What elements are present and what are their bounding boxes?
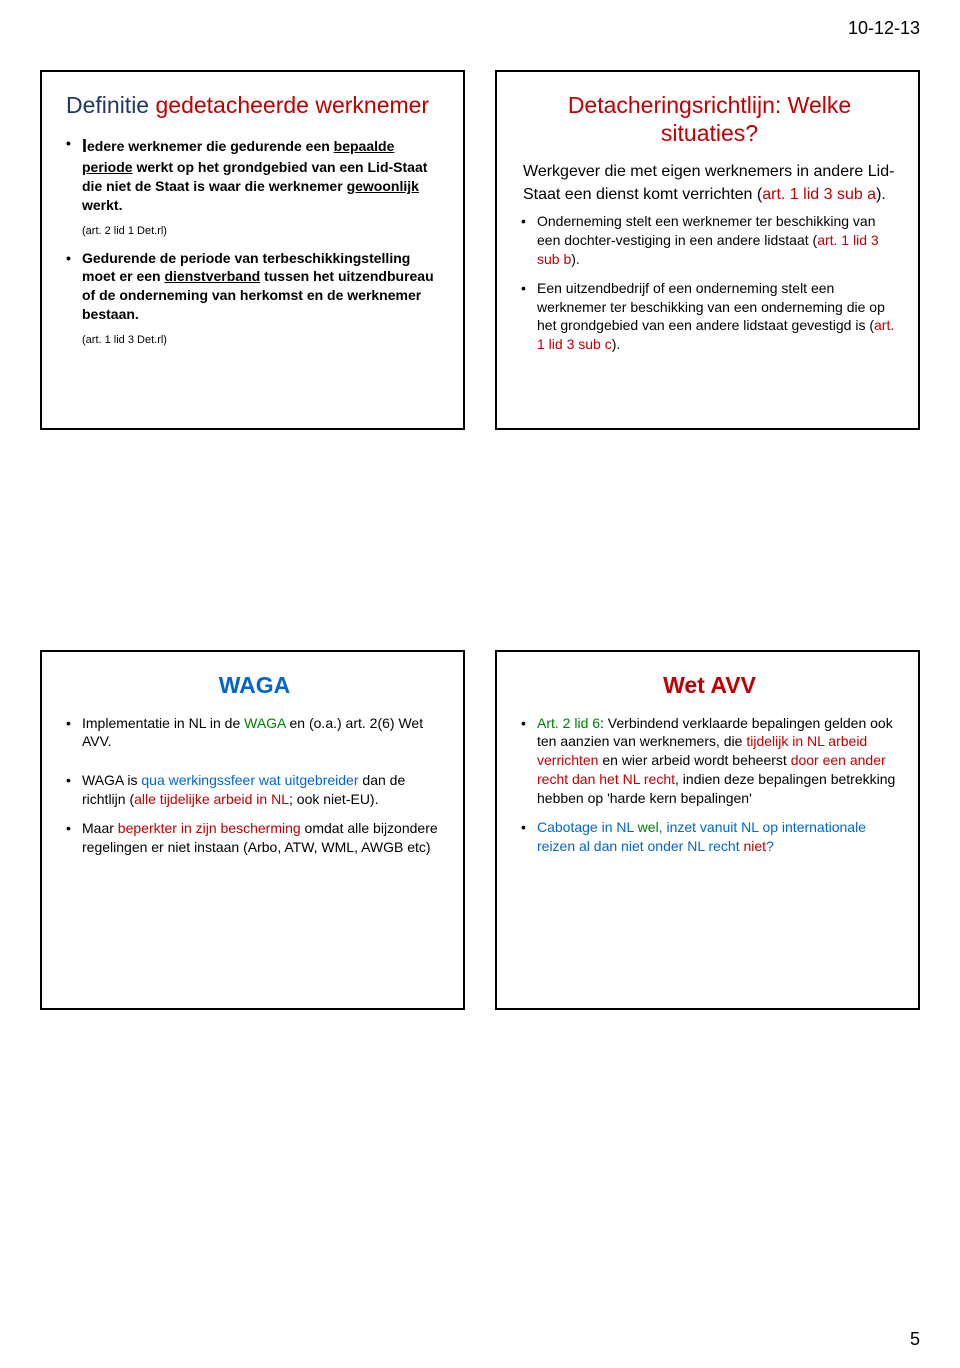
slide3-bullet1: Implementatie in NL in de WAGA en (o.a.)… (66, 714, 443, 752)
slide1-bullet1: Iedere werknemer die gedurende een bepaa… (66, 134, 443, 215)
title-part-b: gedetacheerde werknemer (155, 92, 429, 118)
s3b2-b: qua werkingssfeer wat uitgebreider (141, 772, 358, 788)
slide3-title: WAGA (66, 672, 443, 700)
title-part-a: Definitie (66, 92, 155, 118)
b1-d: gewoonlijk (347, 178, 419, 194)
s3b2-e: ; ook niet-EU). (289, 791, 378, 807)
s2b2-c: ). (612, 336, 621, 352)
s2b2-a: Een uitzendbedrijf of een onderneming st… (537, 280, 885, 334)
s2-intro-b: art. 1 lid 3 sub a (762, 186, 876, 203)
slide4-bullet1: Art. 2 lid 6: Verbindend verklaarde bepa… (521, 714, 898, 808)
s2b1-c: ). (571, 251, 580, 267)
slide3-bullet2: WAGA is qua werkingssfeer wat uitgebreid… (66, 771, 443, 809)
s4b1-i: ' (749, 790, 752, 806)
s3b2-d: alle tijdelijke arbeid in NL (134, 791, 289, 807)
s4b2-d: niet (744, 838, 767, 854)
slide2-intro: Werkgever die met eigen werknemers in an… (521, 161, 898, 206)
slide2-title: Detacheringsrichtlijn: Welke situaties? (521, 92, 898, 147)
b2-b: dienstverband (164, 268, 260, 284)
s3b3-a: Maar (82, 820, 118, 836)
slide1-title: Definitie gedetacheerde werknemer (66, 92, 443, 120)
s3b2-a: WAGA is (82, 772, 141, 788)
slide2-bullet1: Onderneming stelt een werknemer ter besc… (521, 212, 898, 269)
s4b2-a: Cabotage in NL (537, 819, 638, 835)
s3b1-a: Implementatie in NL in de (82, 715, 244, 731)
slide1-ref2: (art. 1 lid 3 Det.rl) (82, 334, 443, 346)
slide-grid: Definitie gedetacheerde werknemer Iedere… (40, 70, 920, 1010)
slide-wet-avv: Wet AVV Art. 2 lid 6: Verbindend verklaa… (495, 650, 920, 1010)
slide1-ref1: (art. 2 lid 1 Det.rl) (82, 225, 443, 237)
s4b2-e: ? (766, 838, 774, 854)
s2-intro-c: ). (876, 186, 886, 203)
s4b1-h: harde kern bepalingen (610, 790, 749, 806)
slide-detachering: Detacheringsrichtlijn: Welke situaties? … (495, 70, 920, 430)
slide4-title: Wet AVV (521, 672, 898, 700)
s3b3-b: beperkter in zijn bescherming (118, 820, 301, 836)
s4b1-d: en wier arbeid wordt beheerst (598, 752, 790, 768)
header-date: 10-12-13 (848, 18, 920, 39)
slide3-bullet3: Maar beperkter in zijn bescherming omdat… (66, 819, 443, 857)
slide4-bullet2: Cabotage in NL wel, inzet vanuit NL op i… (521, 818, 898, 856)
slide-waga: WAGA Implementatie in NL in de WAGA en (… (40, 650, 465, 1010)
slide1-bullet2: Gedurende de periode van terbeschikkings… (66, 249, 443, 325)
b1-a: edere werknemer die gedurende een (87, 138, 334, 154)
slide2-bullet2: Een uitzendbedrijf of een onderneming st… (521, 279, 898, 355)
s4b1-a: Art. 2 lid 6 (537, 715, 600, 731)
b1-e: werkt. (82, 197, 122, 213)
s3b1-b: WAGA (244, 715, 286, 731)
slide-definitie: Definitie gedetacheerde werknemer Iedere… (40, 70, 465, 430)
s4b2-b: wel (638, 819, 659, 835)
footer-page: 5 (910, 1329, 920, 1350)
s3b1-c: en (o.a.) (286, 715, 346, 731)
